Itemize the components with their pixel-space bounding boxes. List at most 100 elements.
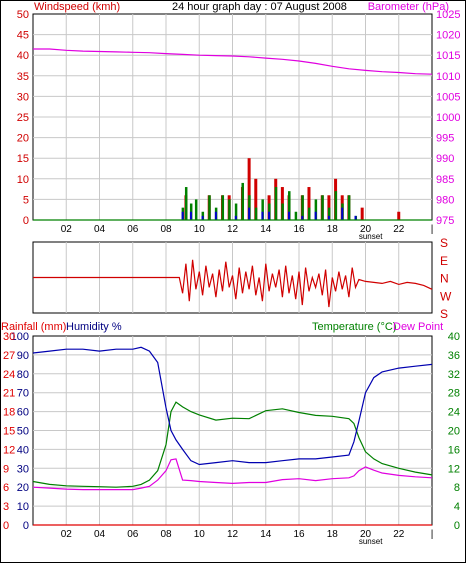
rainfall-ytick-label: 27 bbox=[3, 350, 15, 362]
climate-xtick-label: 02 bbox=[61, 529, 73, 540]
barometer-axis-title: Barometer (hPa) bbox=[368, 1, 449, 13]
wind-average-bar bbox=[221, 195, 225, 220]
windspeed-ytick-label: 35 bbox=[17, 71, 29, 83]
barometer-ytick-label: 1015 bbox=[436, 50, 460, 62]
barometer-ytick-label: 1005 bbox=[436, 91, 460, 103]
temperature-ytick-label: 4 bbox=[454, 501, 460, 513]
humidity-ytick-label: 10 bbox=[17, 501, 29, 513]
climate-xtick-label: 04 bbox=[94, 529, 106, 540]
wind-average-bar bbox=[334, 191, 338, 220]
wind-average-bar bbox=[327, 207, 331, 220]
wind-lull-bar bbox=[301, 215, 304, 220]
windspeed-ytick-label: 25 bbox=[17, 112, 29, 124]
humidity-ytick-label: 50 bbox=[17, 426, 29, 438]
humidity-ytick-label: 0 bbox=[23, 520, 29, 532]
wind-lull-bar bbox=[214, 211, 217, 220]
wind-lull-bar bbox=[261, 211, 264, 220]
temperature-axis-title: Temperature (°C) bbox=[312, 321, 396, 333]
wind-average-bar bbox=[234, 203, 238, 220]
wind-sunset-label: sunset bbox=[359, 232, 383, 241]
rainfall-ytick-label: 9 bbox=[3, 463, 9, 475]
chart-labels: Windspeed (kmh) 24 hour graph day : 07 A… bbox=[1, 1, 449, 333]
humidity-ytick-label: 90 bbox=[17, 350, 29, 362]
barometer-ytick-label: 1025 bbox=[436, 9, 460, 21]
windspeed-ytick-label: 30 bbox=[17, 91, 29, 103]
wind-lull-bar bbox=[248, 207, 251, 220]
barometer-line bbox=[33, 48, 433, 75]
wind-average-bar bbox=[208, 195, 211, 220]
barometer-ytick-label: 1020 bbox=[436, 30, 460, 42]
climate-xtick-label: 22 bbox=[393, 529, 405, 540]
windspeed-ytick-label: 20 bbox=[17, 133, 29, 145]
climate-xtick-label: 14 bbox=[260, 529, 272, 540]
barometer-ytick-label: 985 bbox=[436, 174, 454, 186]
temperature-ytick-label: 32 bbox=[448, 369, 460, 381]
rainfall-ytick-label: 24 bbox=[3, 369, 15, 381]
temperature-ytick-label: 36 bbox=[448, 350, 460, 362]
climate-xtick-label: 18 bbox=[327, 529, 339, 540]
windspeed-ytick-label: 50 bbox=[17, 9, 29, 21]
wind-average-bar bbox=[307, 207, 311, 220]
temperature-ytick-label: 8 bbox=[454, 482, 460, 494]
humidity-ytick-label: 20 bbox=[17, 482, 29, 494]
climate-xtick-label: | bbox=[431, 529, 434, 540]
wind-lull-bar bbox=[288, 211, 291, 220]
wind-gust-bar bbox=[254, 178, 258, 220]
wind-lull-bar bbox=[181, 211, 184, 220]
wind-gust-bar bbox=[360, 207, 364, 220]
humidity-ytick-label: 100 bbox=[11, 331, 29, 343]
winddir-axis-label: E bbox=[440, 254, 448, 268]
temperature-ytick-label: 40 bbox=[448, 331, 460, 343]
humidity-axis-title: Humidity % bbox=[66, 321, 122, 333]
rainfall-ytick-label: 21 bbox=[3, 388, 15, 400]
wind-gust-bar bbox=[307, 187, 311, 220]
humidity-ytick-label: 60 bbox=[17, 407, 29, 419]
wind-xtick-label: | bbox=[431, 224, 434, 235]
climate-xtick-label: 12 bbox=[227, 529, 239, 540]
winddir-axis-label: S bbox=[440, 307, 448, 321]
wind-lull-bar bbox=[189, 211, 192, 220]
wind-average-bar bbox=[347, 195, 351, 220]
wind-xtick-label: 10 bbox=[194, 224, 206, 235]
barometer-ytick-label: 990 bbox=[436, 153, 454, 165]
temperature-line bbox=[32, 401, 433, 488]
winddir-axis-label: W bbox=[440, 289, 452, 303]
windspeed-axis-title: Windspeed (kmh) bbox=[34, 1, 120, 13]
winddir-axis-label: N bbox=[440, 272, 449, 286]
wind-lull-bar bbox=[341, 207, 344, 220]
rainfall-ytick-label: 6 bbox=[3, 482, 9, 494]
rainfall-axis-title: Rainfall (mm) bbox=[1, 321, 66, 333]
rainfall-ytick-label: 30 bbox=[3, 331, 15, 343]
chart-title: 24 hour graph day : 07 August 2008 bbox=[172, 1, 347, 13]
windspeed-ytick-label: 40 bbox=[17, 50, 29, 62]
wind-gust-bar bbox=[397, 211, 401, 220]
barometer-ytick-label: 1010 bbox=[436, 71, 460, 83]
dew-point-line bbox=[32, 458, 433, 491]
wind-xtick-label: 18 bbox=[327, 224, 339, 235]
barometer-ytick-label: 995 bbox=[436, 133, 454, 145]
wind-xtick-label: 02 bbox=[61, 224, 73, 235]
rainfall-ytick-label: 12 bbox=[3, 444, 15, 456]
rainfall-ytick-label: 3 bbox=[3, 501, 9, 513]
wind-xtick-label: 14 bbox=[260, 224, 272, 235]
wind-xtick-label: 12 bbox=[227, 224, 239, 235]
wind-barometer-chart: 0510152025303540455097598098599099510001… bbox=[17, 9, 461, 241]
temperature-ytick-label: 12 bbox=[448, 463, 460, 475]
temperature-ytick-label: 0 bbox=[454, 520, 460, 532]
barometer-ytick-label: 1000 bbox=[436, 112, 460, 124]
wind-lull-bar bbox=[314, 211, 317, 220]
wind-xtick-label: 08 bbox=[160, 224, 172, 235]
temperature-ytick-label: 24 bbox=[448, 407, 460, 419]
humidity-ytick-label: 70 bbox=[17, 388, 29, 400]
wind-average-bar bbox=[194, 199, 198, 220]
humidity-ytick-label: 40 bbox=[17, 444, 29, 456]
windspeed-ytick-label: 15 bbox=[17, 153, 29, 165]
wind-xtick-label: 22 bbox=[393, 224, 405, 235]
wind-xtick-label: 06 bbox=[127, 224, 139, 235]
wind-average-bar bbox=[274, 187, 278, 220]
wind-average-bar bbox=[184, 187, 188, 220]
climate-xtick-label: 10 bbox=[194, 529, 206, 540]
dewpoint-axis-title: Dew Point bbox=[393, 321, 443, 333]
